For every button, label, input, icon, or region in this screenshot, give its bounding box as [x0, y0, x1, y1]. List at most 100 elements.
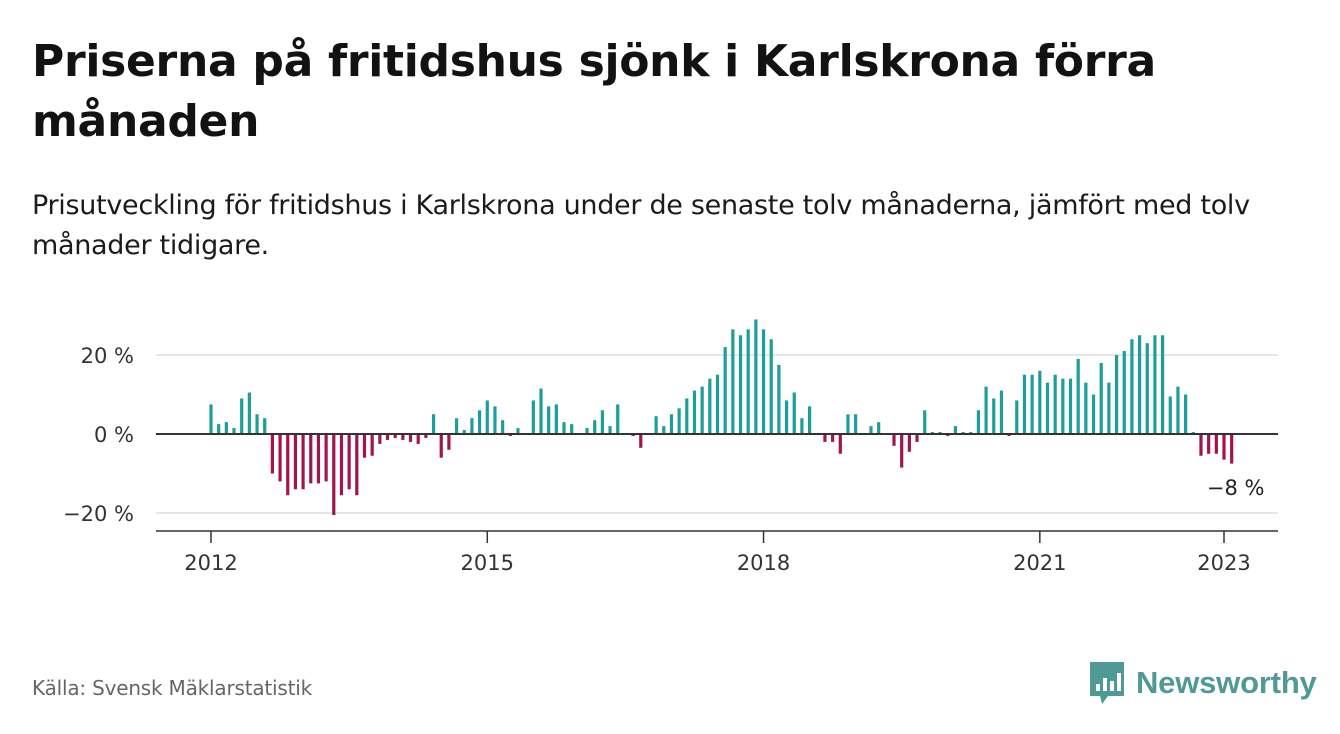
bar [1214, 434, 1218, 454]
x-tick-label: 2012 [184, 551, 237, 575]
bar [831, 434, 835, 442]
bar [992, 398, 996, 434]
bar [761, 329, 766, 434]
bar [677, 408, 681, 434]
bar [800, 418, 804, 434]
bar [539, 388, 543, 434]
bar [385, 434, 390, 440]
bar [1153, 335, 1157, 434]
bar [823, 434, 827, 442]
bar [738, 335, 743, 434]
bar [1038, 370, 1042, 434]
bar [1114, 355, 1119, 434]
bar [263, 418, 267, 434]
bar [493, 406, 497, 434]
bar [731, 329, 735, 434]
bar [838, 434, 842, 454]
bar [1107, 382, 1111, 434]
bar [685, 398, 689, 434]
bar [1130, 339, 1134, 434]
bar [516, 428, 520, 434]
bar [247, 392, 251, 434]
bar [286, 434, 290, 496]
bar [447, 434, 451, 450]
bar [401, 434, 405, 440]
bar [976, 410, 981, 434]
bar [999, 390, 1004, 434]
bar [792, 392, 796, 434]
bar [270, 434, 274, 474]
bar [332, 434, 336, 515]
bar [1199, 434, 1203, 456]
bar [232, 428, 236, 434]
bar [769, 339, 773, 434]
y-tick-label: −20 % [63, 502, 134, 526]
bar [309, 434, 313, 484]
bar [362, 434, 367, 458]
bar [454, 418, 459, 434]
bar [907, 434, 911, 452]
bar [339, 434, 344, 496]
bar [393, 434, 397, 438]
bar [224, 422, 228, 434]
newsworthy-logo-icon [1090, 662, 1124, 704]
bar [547, 406, 551, 434]
bar [378, 434, 382, 444]
bar [1053, 374, 1057, 434]
bar [1030, 374, 1034, 434]
bar [570, 424, 574, 434]
bar [877, 422, 881, 434]
bar [1161, 335, 1165, 434]
x-tick-label: 2021 [1013, 551, 1066, 575]
bar [1045, 382, 1050, 434]
bar [562, 422, 566, 434]
bar [854, 414, 858, 434]
bar [217, 424, 221, 434]
bar [439, 434, 443, 458]
bar [1091, 394, 1096, 434]
bar [593, 420, 597, 434]
bar [892, 434, 896, 446]
bar [408, 434, 413, 442]
bar [746, 329, 750, 434]
bar [1099, 362, 1103, 434]
bar [807, 406, 812, 434]
bar-chart: −20 % 0 % 20 % 2012 2015 2018 2021 2023 −8 % [63, 319, 1278, 575]
bar [255, 414, 259, 434]
gridlines [156, 354, 1278, 514]
bar [501, 420, 505, 434]
bar [278, 434, 282, 482]
bar [370, 434, 374, 456]
bar [293, 434, 298, 490]
bar [715, 374, 720, 434]
bar [424, 434, 428, 438]
bar [669, 414, 674, 434]
bar [1230, 434, 1234, 464]
bar [416, 434, 420, 444]
x-tick-label: 2015 [461, 551, 514, 575]
bar [754, 319, 758, 434]
bar [431, 414, 436, 434]
bar [708, 378, 712, 434]
bar [608, 426, 612, 434]
bar [585, 428, 589, 434]
bars [209, 319, 1234, 515]
bar [846, 414, 850, 434]
bar [347, 434, 351, 490]
bar [616, 404, 620, 434]
bar [953, 426, 958, 434]
bar [485, 400, 489, 434]
bar [900, 434, 904, 468]
x-tick-label: 2023 [1197, 551, 1250, 575]
bar [662, 426, 666, 434]
bar [1076, 358, 1080, 434]
y-tick-label: 20 % [81, 344, 134, 368]
bar [639, 434, 643, 448]
bar [240, 398, 244, 434]
bar [700, 386, 704, 434]
brand-name: Newsworthy [1136, 665, 1317, 700]
brand-logo[interactable]: Newsworthy [1088, 660, 1317, 706]
bar [209, 404, 213, 434]
bar [1068, 378, 1073, 434]
bar [1176, 386, 1180, 434]
